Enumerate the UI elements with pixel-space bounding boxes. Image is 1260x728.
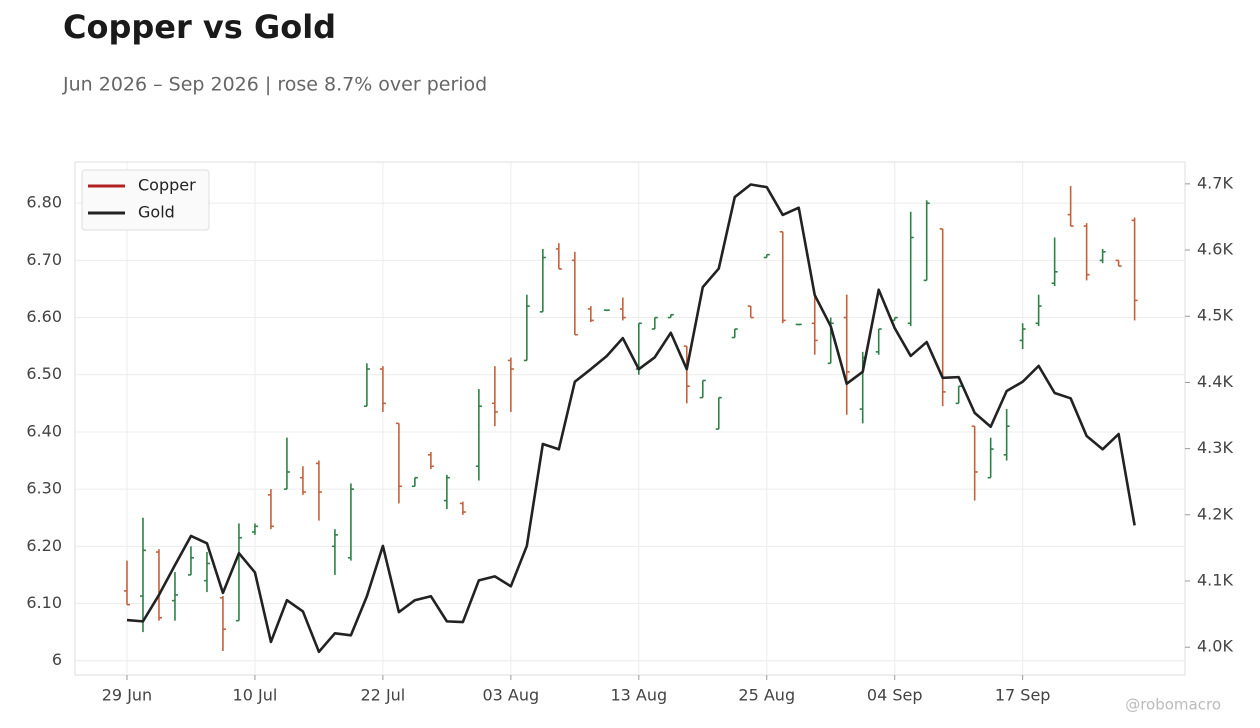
gold-line — [126, 183, 1136, 654]
x-tick-label: 25 Aug — [738, 686, 795, 705]
x-tick-label: 13 Aug — [610, 686, 667, 705]
y-tick-label: 6 — [52, 650, 62, 669]
y2-tick-label: 4.0K — [1197, 637, 1233, 656]
chart-title: Copper vs Gold — [63, 8, 336, 46]
y2-tick-label: 4.4K — [1197, 372, 1233, 391]
y-tick-label: 6.10 — [26, 593, 62, 612]
y2-tick-label: 4.2K — [1197, 504, 1233, 523]
plot-frame — [74, 161, 1186, 676]
y-tick-label: 6.30 — [26, 479, 62, 498]
x-tick-label: 10 Jul — [233, 686, 278, 705]
watermark: @robomacro — [1125, 696, 1221, 714]
y2-tick-label: 4.3K — [1197, 438, 1233, 457]
y-tick-label: 6.50 — [26, 364, 62, 383]
x-tick-label: 03 Aug — [482, 686, 539, 705]
chart-subtitle: Jun 2026 – Sep 2026 | rose 8.7% over per… — [62, 74, 487, 96]
x-tick-label: 17 Sep — [995, 686, 1051, 705]
x-tick-label: 29 Jun — [102, 686, 152, 705]
legend-label: Gold — [138, 203, 175, 222]
y2-tick-label: 4.5K — [1197, 306, 1233, 325]
x-tick-label: 04 Sep — [867, 686, 923, 705]
y-tick-label: 6.80 — [26, 193, 62, 212]
y-tick-label: 6.20 — [26, 536, 62, 555]
legend-label: Copper — [138, 176, 196, 195]
y2-tick-label: 4.1K — [1197, 571, 1233, 590]
y-tick-label: 6.60 — [26, 307, 62, 326]
y-tick-label: 6.40 — [26, 421, 62, 440]
y-tick-label: 6.70 — [26, 250, 62, 269]
y2-tick-label: 4.7K — [1197, 173, 1233, 192]
x-tick-label: 22 Jul — [361, 686, 406, 705]
y2-tick-label: 4.6K — [1197, 240, 1233, 259]
